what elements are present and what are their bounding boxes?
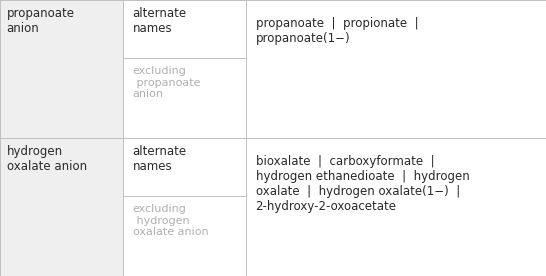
Bar: [123, 58, 246, 138]
Bar: [123, 196, 246, 276]
Bar: [246, 138, 546, 276]
Text: excluding
 hydrogen
oxalate anion: excluding hydrogen oxalate anion: [133, 204, 209, 237]
Bar: [0, 0, 123, 138]
Text: excluding
 propanoate
anion: excluding propanoate anion: [133, 66, 200, 99]
Text: bioxalate  |  carboxyformate  |
hydrogen ethanedioate  |  hydrogen
oxalate  |  h: bioxalate | carboxyformate | hydrogen et…: [256, 155, 469, 213]
Bar: [0, 138, 123, 276]
Text: propanoate
anion: propanoate anion: [7, 7, 75, 35]
Bar: [123, 138, 246, 196]
Text: alternate
names: alternate names: [133, 145, 187, 173]
Text: propanoate  |  propionate  |
propanoate(1−): propanoate | propionate | propanoate(1−): [256, 17, 418, 44]
Bar: [246, 0, 546, 138]
Text: hydrogen
oxalate anion: hydrogen oxalate anion: [7, 145, 87, 173]
Text: alternate
names: alternate names: [133, 7, 187, 35]
Bar: [123, 0, 246, 58]
